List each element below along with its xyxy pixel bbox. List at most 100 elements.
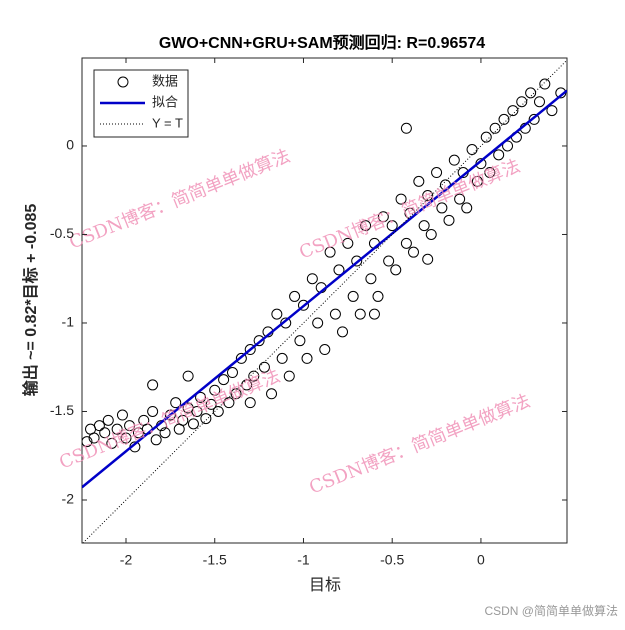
data-point	[539, 78, 551, 90]
legend-symbol	[117, 76, 129, 88]
x-tick-label: 0	[477, 552, 485, 568]
data-point	[342, 237, 354, 249]
data-point	[159, 427, 171, 439]
chart-title: GWO+CNN+GRU+SAM预测回归: R=0.96574	[159, 33, 485, 52]
data-point	[164, 409, 176, 421]
data-point	[528, 113, 540, 125]
data-point	[413, 175, 425, 187]
data-point	[383, 255, 395, 267]
x-tick-label: -1	[297, 552, 310, 568]
data-point	[498, 113, 510, 125]
data-point	[301, 352, 313, 364]
data-point	[360, 220, 372, 232]
data-point	[507, 105, 519, 117]
fit-line	[82, 89, 567, 489]
data-point	[248, 370, 260, 382]
data-point	[253, 335, 265, 347]
data-point	[516, 96, 528, 108]
y-tick-label: 0	[66, 137, 74, 153]
data-point	[425, 228, 437, 240]
plot-area	[81, 57, 568, 544]
data-point	[400, 122, 412, 134]
x-tick-label: -2	[120, 552, 133, 568]
data-point	[422, 253, 434, 265]
data-point	[443, 214, 455, 226]
data-point	[461, 202, 473, 214]
data-point	[191, 405, 203, 417]
data-point	[436, 202, 448, 214]
x-tick-label: -0.5	[380, 552, 404, 568]
data-point	[116, 409, 128, 421]
data-point	[120, 432, 132, 444]
data-point	[124, 420, 136, 432]
data-point	[88, 432, 100, 444]
data-point	[147, 379, 159, 391]
data-point	[319, 344, 331, 356]
data-point	[354, 308, 366, 320]
data-point	[244, 397, 256, 409]
data-point	[448, 154, 460, 166]
data-point	[546, 105, 558, 117]
data-point	[347, 290, 359, 302]
data-point	[182, 370, 194, 382]
data-point	[431, 167, 443, 179]
legend-label: 数据	[152, 73, 178, 88]
data-point	[525, 87, 537, 99]
data-point	[147, 405, 159, 417]
data-point	[294, 335, 306, 347]
legend-label: 拟合	[152, 94, 178, 109]
y-axis-label: 输出 ~= 0.82*目标 + -0.085	[21, 204, 40, 397]
data-point	[102, 414, 114, 426]
data-point	[324, 246, 336, 258]
data-point	[93, 420, 105, 432]
y-tick-label: -1	[62, 314, 75, 330]
data-point	[195, 391, 207, 403]
data-point	[372, 290, 384, 302]
data-point	[368, 308, 380, 320]
data-point	[407, 246, 419, 258]
footer: CSDN @简简单单做算法	[484, 603, 618, 618]
data-point	[333, 264, 345, 276]
data-point	[99, 427, 111, 439]
data-point	[276, 352, 288, 364]
data-point	[111, 423, 123, 435]
data-point	[266, 388, 278, 400]
data-point	[280, 317, 292, 329]
data-point	[390, 264, 402, 276]
data-point	[533, 96, 545, 108]
data-point	[235, 352, 247, 364]
data-point	[244, 344, 256, 356]
data-point	[480, 131, 492, 143]
y-tick-label: -2	[62, 491, 75, 507]
data-point	[484, 167, 496, 179]
data-point	[170, 397, 182, 409]
data-point	[489, 122, 501, 134]
data-point	[297, 299, 309, 311]
data-point	[187, 418, 199, 430]
data-point	[502, 140, 514, 152]
x-tick-label: -1.5	[203, 552, 227, 568]
data-point	[212, 405, 224, 417]
data-point	[454, 193, 466, 205]
data-point	[306, 273, 318, 285]
data-point	[218, 374, 230, 386]
data-point	[418, 220, 430, 232]
data-point	[289, 290, 301, 302]
data-point	[400, 237, 412, 249]
data-point	[395, 193, 407, 205]
data-point	[329, 308, 341, 320]
data-point	[312, 317, 324, 329]
data-point	[422, 190, 434, 202]
data-point	[386, 220, 398, 232]
y-tick-label: -0.5	[50, 225, 74, 241]
x-axis-label: 目标	[309, 576, 341, 594]
data-point	[226, 367, 238, 379]
marks	[82, 59, 567, 543]
legend-label: Y = T	[152, 115, 183, 130]
data-point	[106, 437, 118, 449]
data-point	[351, 255, 363, 267]
data-point	[471, 175, 483, 187]
data-point	[337, 326, 349, 338]
